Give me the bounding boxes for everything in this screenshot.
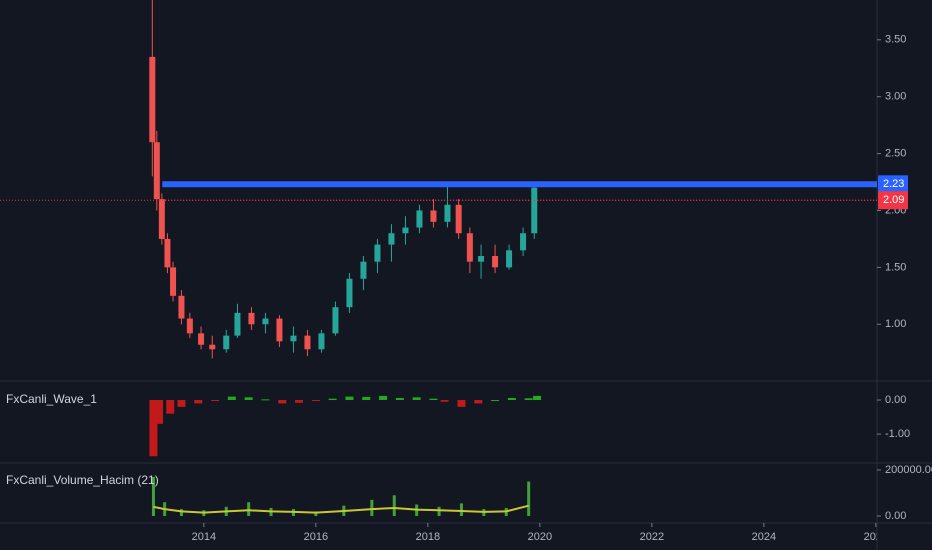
candle-body <box>492 255 499 268</box>
volume-bar <box>459 503 463 517</box>
candle-body <box>506 250 513 268</box>
wave-bar <box>533 395 542 401</box>
x-tick-label: 2026 <box>864 531 888 543</box>
wave-bar <box>227 396 236 401</box>
wave-bar <box>524 398 533 401</box>
level-label-box <box>878 191 908 210</box>
pane-title: FxCanli_Volume_Hacim (21) <box>6 473 159 487</box>
candle-body <box>478 255 485 262</box>
candle-body <box>318 333 325 350</box>
candle-body <box>198 333 205 345</box>
x-tick-label: 2022 <box>640 531 664 543</box>
y-tick-label: 3.50 <box>885 34 906 46</box>
volume-bar <box>370 499 374 517</box>
candle-body <box>158 199 165 239</box>
wave-bar <box>395 397 404 401</box>
candle-body <box>332 307 339 334</box>
wave-bar <box>328 398 337 401</box>
y-tick-label: -1.00 <box>885 428 910 440</box>
y-tick-label: 200000.00 <box>885 464 932 476</box>
candle-body <box>430 210 437 222</box>
candle-body <box>520 233 527 251</box>
volume-bar <box>392 495 396 517</box>
x-tick-label: 2014 <box>192 531 216 543</box>
y-tick-label: 0.00 <box>885 394 906 406</box>
y-tick-label: 3.00 <box>885 91 906 103</box>
candle-body <box>186 318 193 334</box>
volume-bar <box>437 506 441 517</box>
candle-body <box>248 312 255 325</box>
candle-body <box>223 335 230 350</box>
volume-bar <box>151 476 155 517</box>
candle-body <box>209 344 216 350</box>
wave-bar <box>211 400 220 402</box>
candle-body <box>444 204 451 222</box>
volume-average <box>153 504 529 514</box>
x-tick-label: 2020 <box>528 531 552 543</box>
candle-body <box>153 142 160 200</box>
y-tick-label: 1.50 <box>885 261 906 273</box>
candle-body <box>416 210 423 228</box>
wave-bar <box>311 400 320 402</box>
x-tick-label: 2016 <box>304 531 328 543</box>
candle-body <box>164 238 171 268</box>
candle-body <box>276 318 283 342</box>
candle-body <box>455 204 462 234</box>
candle-body <box>149 56 156 143</box>
volume-bar <box>247 502 251 517</box>
wave-bar <box>166 400 175 414</box>
candle-body <box>178 295 185 319</box>
candle-body <box>466 233 473 262</box>
wave-bar <box>507 397 516 401</box>
wave-bar <box>474 400 483 404</box>
candle-body <box>262 318 269 325</box>
x-tick-label: 2024 <box>752 531 776 543</box>
volume-bar <box>314 511 318 517</box>
wave-bar <box>295 400 304 403</box>
plot-area: 2014 2016 2018 2020 2022 2024 2026 <box>149 0 888 543</box>
candle-body <box>234 312 241 336</box>
level-label-box <box>878 175 908 194</box>
candle-body <box>531 187 538 234</box>
wave-bar <box>429 398 438 401</box>
wave-bar <box>362 396 371 401</box>
wave-bar <box>345 396 354 401</box>
candle-body <box>170 267 177 296</box>
wave-bar <box>194 400 203 404</box>
candle-body <box>304 335 311 350</box>
wave-bar <box>155 400 164 424</box>
volume-bar <box>527 481 531 517</box>
y-tick-label: 1.00 <box>885 318 906 330</box>
pane-title: FxCanli_Wave_1 <box>6 392 97 406</box>
candle-body <box>346 278 353 308</box>
wave-bar <box>177 400 186 407</box>
wave-bar <box>491 400 500 402</box>
wave-bar <box>278 400 287 404</box>
wave-bar <box>457 400 466 407</box>
wave-bar <box>244 397 253 401</box>
wave-bar <box>440 400 449 402</box>
y-tick-label: 2.50 <box>885 147 906 159</box>
candle-body <box>360 261 367 279</box>
candle-body <box>374 244 381 262</box>
x-tick-label: 2018 <box>416 531 440 543</box>
candle-body <box>402 227 409 234</box>
wave-bar <box>261 399 270 401</box>
wave-bar <box>412 397 421 401</box>
candle-body <box>388 233 395 245</box>
volume-bar <box>179 509 183 517</box>
level-label: 2.23 <box>883 178 904 190</box>
wave-bar <box>149 400 158 457</box>
wave-bar <box>379 395 388 401</box>
level-label: 2.09 <box>883 194 904 206</box>
y-tick-label: 0.00 <box>885 510 906 522</box>
candle-body <box>290 335 297 342</box>
